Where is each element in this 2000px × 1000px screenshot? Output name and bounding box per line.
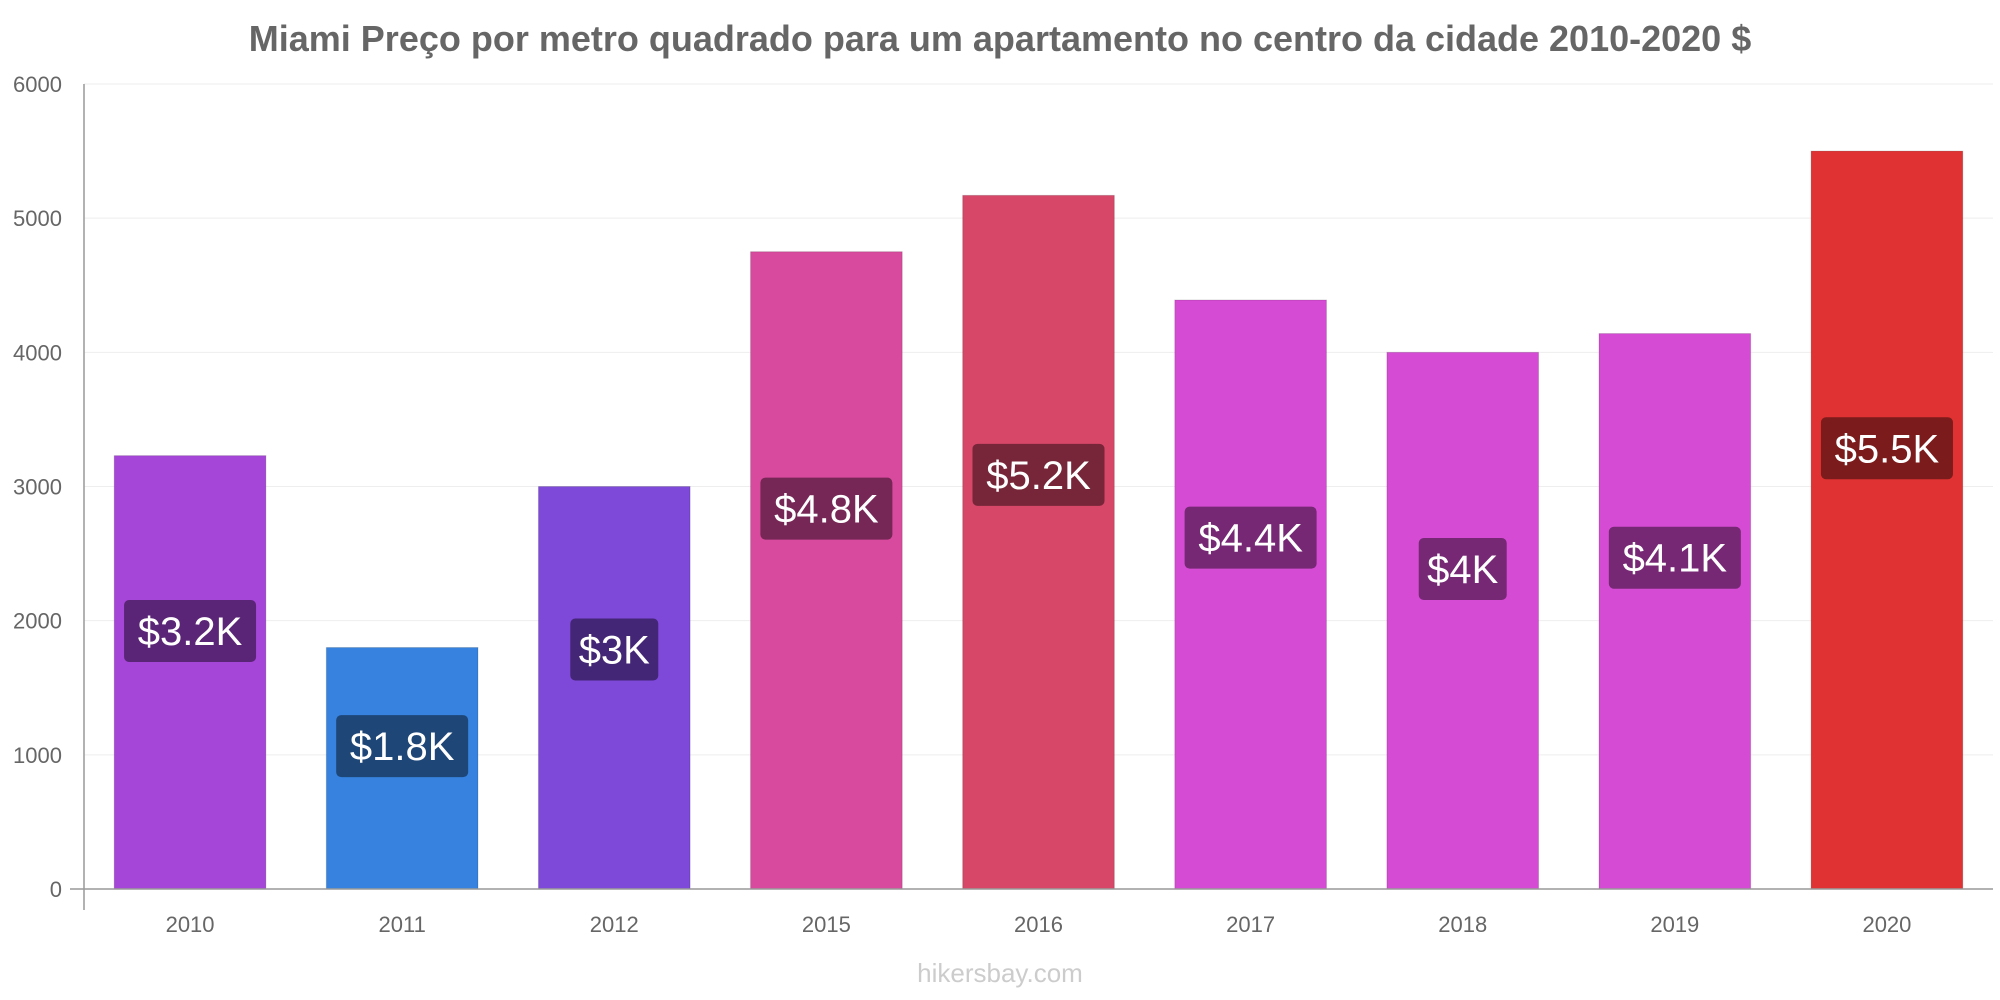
data-label-box [1608, 526, 1741, 589]
bar-2015[interactable] [750, 251, 903, 890]
data-label: $4.1K [1623, 537, 1728, 581]
y-tick-label: 0 [50, 877, 62, 902]
y-tick-label: 1000 [13, 743, 62, 768]
axes [70, 84, 1993, 910]
x-tick-label: 2019 [1650, 912, 1699, 937]
x-tick-label: 2018 [1438, 912, 1487, 937]
data-label-box [336, 715, 469, 778]
x-tick-labels: 2010 2011 2012 2015 2016 2017 2018 2019 2020 [166, 912, 1912, 937]
data-label: $3K [579, 629, 650, 673]
data-label-box [1820, 417, 1953, 480]
bar-2019[interactable] [1598, 333, 1752, 890]
data-label: $5.5K [1835, 427, 1940, 471]
data-label-box [124, 599, 257, 662]
data-label: $4.4K [1198, 517, 1303, 561]
data-label: $4.8K [774, 488, 879, 532]
y-tick-label: 2000 [13, 609, 62, 634]
data-label: $5.2K [986, 454, 1091, 498]
bars [113, 150, 1964, 890]
data-label: $4K [1427, 548, 1498, 592]
y-tick-labels: 0 1000 2000 3000 4000 5000 6000 [13, 72, 62, 902]
x-tick-label: 2016 [1014, 912, 1063, 937]
watermark: hikersbay.com [917, 958, 1083, 988]
data-label-box [972, 443, 1105, 506]
x-tick-label: 2017 [1226, 912, 1275, 937]
bar-2012[interactable] [537, 486, 691, 890]
data-labels: $3.2K $1.8K $3K $4.8K $5.2K $4.4K $4K $4.1K $5.5… [124, 417, 1953, 778]
data-label-box [1184, 506, 1317, 569]
bar-2016[interactable] [962, 194, 1115, 890]
y-tick-label: 3000 [13, 475, 62, 500]
bar-2010[interactable] [113, 455, 267, 890]
x-tick-label: 2012 [590, 912, 639, 937]
y-tick-label: 6000 [13, 72, 62, 97]
y-tick-label: 5000 [13, 206, 62, 231]
chart-title: Miami Preço por metro quadrado para um a… [248, 18, 1752, 59]
data-label-box [1418, 538, 1507, 600]
bar-2018[interactable] [1386, 351, 1540, 890]
data-label-box [760, 477, 893, 540]
x-tick-label: 2011 [379, 912, 426, 937]
data-label: $3.2K [138, 610, 243, 654]
x-tick-label: 2020 [1862, 912, 1911, 937]
x-tick-label: 2010 [166, 912, 215, 937]
x-tick-label: 2015 [802, 912, 851, 937]
data-label-box [570, 618, 659, 681]
data-label: $1.8K [350, 725, 455, 769]
y-tick-label: 4000 [13, 340, 62, 365]
bar-2017[interactable] [1174, 299, 1327, 890]
bar-2020[interactable] [1810, 150, 1964, 890]
